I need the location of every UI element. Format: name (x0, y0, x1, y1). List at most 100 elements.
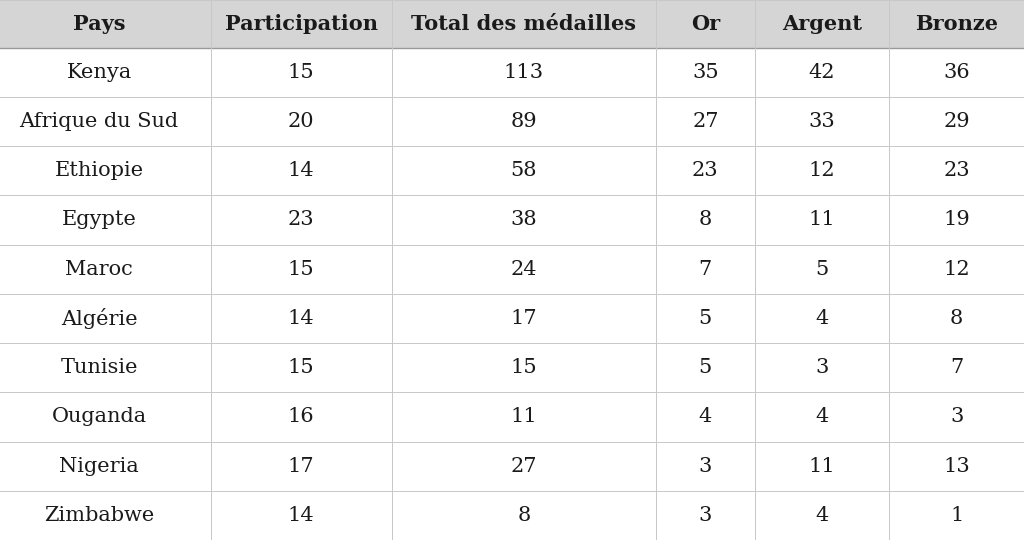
Text: 89: 89 (511, 112, 538, 131)
Text: Algérie: Algérie (60, 308, 137, 329)
Bar (211, 195, 392, 245)
Text: 5: 5 (698, 358, 712, 377)
Bar (0, 146, 211, 195)
Bar (0, 195, 211, 245)
Bar (0, 97, 211, 146)
Text: 14: 14 (288, 309, 314, 328)
Text: Kenya: Kenya (67, 63, 132, 82)
Bar (755, 343, 889, 392)
Bar (392, 245, 656, 294)
Text: 15: 15 (511, 358, 538, 377)
Text: 8: 8 (950, 309, 964, 328)
Bar (889, 442, 1024, 491)
Text: Zimbabwe: Zimbabwe (44, 506, 155, 525)
Bar (0, 294, 211, 343)
Text: 3: 3 (815, 358, 828, 377)
Bar (392, 97, 656, 146)
Bar (0, 48, 211, 97)
Text: 14: 14 (288, 506, 314, 525)
Text: 11: 11 (511, 407, 538, 427)
Text: 4: 4 (815, 506, 828, 525)
Text: 19: 19 (943, 211, 970, 229)
Text: 23: 23 (288, 211, 314, 229)
Bar (211, 245, 392, 294)
Bar (392, 195, 656, 245)
Bar (889, 294, 1024, 343)
Bar (211, 491, 392, 540)
Bar (755, 0, 889, 48)
Bar (211, 343, 392, 392)
Bar (755, 442, 889, 491)
Text: Maroc: Maroc (66, 260, 133, 279)
Text: 20: 20 (288, 112, 314, 131)
Bar (755, 48, 889, 97)
Text: 27: 27 (511, 457, 538, 476)
Bar (755, 491, 889, 540)
Text: 8: 8 (517, 506, 530, 525)
Bar (0, 442, 211, 491)
Bar (889, 97, 1024, 146)
Bar (211, 97, 392, 146)
Bar (392, 0, 656, 48)
Bar (656, 245, 755, 294)
Bar (755, 195, 889, 245)
Bar (889, 195, 1024, 245)
Text: Bronze: Bronze (915, 14, 998, 34)
Text: 4: 4 (815, 407, 828, 427)
Text: Egypte: Egypte (61, 211, 136, 229)
Text: Ouganda: Ouganda (51, 407, 146, 427)
Bar (0, 0, 211, 48)
Text: 4: 4 (815, 309, 828, 328)
Bar (211, 0, 392, 48)
Bar (392, 491, 656, 540)
Bar (656, 294, 755, 343)
Text: Ethiopie: Ethiopie (54, 161, 143, 180)
Text: 23: 23 (692, 161, 719, 180)
Text: 15: 15 (288, 63, 314, 82)
Bar (889, 491, 1024, 540)
Bar (889, 0, 1024, 48)
Bar (656, 491, 755, 540)
Text: 23: 23 (943, 161, 970, 180)
Bar (211, 48, 392, 97)
Text: 17: 17 (511, 309, 538, 328)
Text: 14: 14 (288, 161, 314, 180)
Text: 38: 38 (511, 211, 538, 229)
Bar (392, 442, 656, 491)
Text: 35: 35 (692, 63, 719, 82)
Text: Tunisie: Tunisie (60, 358, 138, 377)
Text: Pays: Pays (73, 14, 125, 34)
Bar (392, 343, 656, 392)
Text: 15: 15 (288, 260, 314, 279)
Bar (755, 146, 889, 195)
Bar (392, 392, 656, 442)
Text: Afrique du Sud: Afrique du Sud (19, 112, 178, 131)
Text: 17: 17 (288, 457, 314, 476)
Bar (889, 146, 1024, 195)
Bar (656, 97, 755, 146)
Text: 3: 3 (698, 457, 712, 476)
Text: 5: 5 (815, 260, 828, 279)
Bar (0, 392, 211, 442)
Bar (0, 245, 211, 294)
Text: 11: 11 (809, 457, 836, 476)
Bar (211, 392, 392, 442)
Bar (656, 48, 755, 97)
Bar (0, 343, 211, 392)
Bar (211, 146, 392, 195)
Bar (755, 294, 889, 343)
Text: 15: 15 (288, 358, 314, 377)
Text: Argent: Argent (782, 14, 862, 34)
Text: Nigeria: Nigeria (59, 457, 139, 476)
Bar (392, 294, 656, 343)
Bar (656, 343, 755, 392)
Bar (656, 195, 755, 245)
Bar (889, 245, 1024, 294)
Text: 3: 3 (950, 407, 964, 427)
Bar (656, 392, 755, 442)
Text: 12: 12 (809, 161, 836, 180)
Text: 29: 29 (943, 112, 970, 131)
Bar (889, 48, 1024, 97)
Bar (0, 491, 211, 540)
Bar (656, 146, 755, 195)
